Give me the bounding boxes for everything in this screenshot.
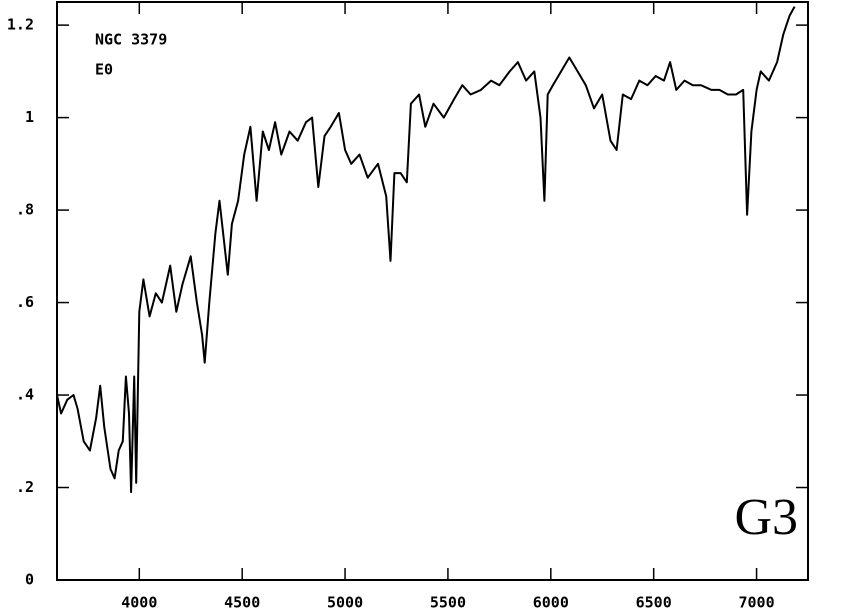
x-tick-label: 4500 (224, 594, 260, 612)
y-tick-label: 1 (25, 108, 34, 126)
y-tick-label: 1.2 (7, 16, 34, 34)
x-tick-label: 6500 (636, 594, 672, 612)
spectrum-line (56, 6, 796, 494)
y-tick-label: .8 (16, 201, 34, 219)
x-tick-label: 4000 (121, 594, 157, 612)
x-tick-label: 7000 (738, 594, 774, 612)
annotation: E0 (95, 61, 113, 79)
y-tick-label: 0 (25, 571, 34, 589)
annotation: NGC 3379 (95, 31, 167, 49)
panel-label: G3 (734, 489, 798, 546)
plot-frame (56, 1, 809, 581)
x-tick-label: 6000 (533, 594, 569, 612)
x-tick-label: 5000 (327, 594, 363, 612)
y-tick-label: .2 (16, 478, 34, 496)
x-tick-label: 5500 (430, 594, 466, 612)
y-tick-label: .6 (16, 293, 34, 311)
y-tick-label: .4 (16, 386, 34, 404)
